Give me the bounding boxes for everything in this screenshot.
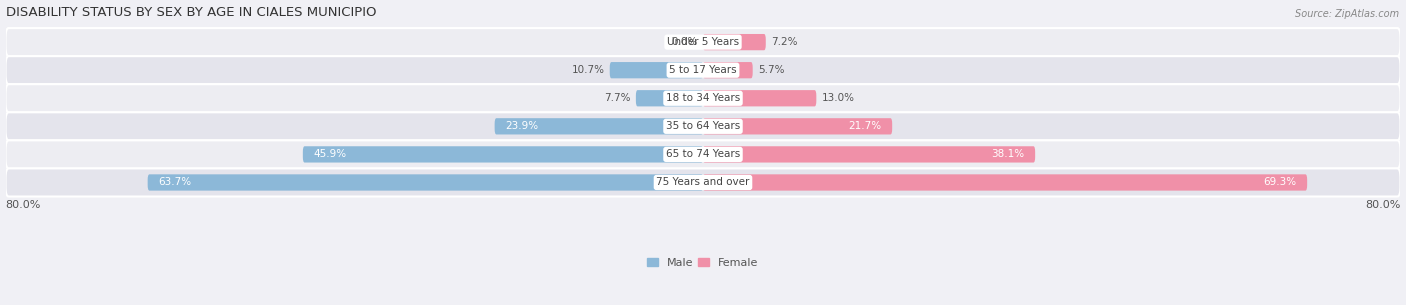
FancyBboxPatch shape [148, 174, 703, 191]
FancyBboxPatch shape [6, 56, 1400, 84]
FancyBboxPatch shape [6, 84, 1400, 112]
Text: 80.0%: 80.0% [1365, 200, 1400, 210]
Legend: Male, Female: Male, Female [643, 253, 763, 272]
FancyBboxPatch shape [703, 146, 1035, 163]
FancyBboxPatch shape [302, 146, 703, 163]
FancyBboxPatch shape [6, 140, 1400, 168]
Text: 5.7%: 5.7% [758, 65, 785, 75]
Text: 0.0%: 0.0% [672, 37, 697, 47]
FancyBboxPatch shape [703, 62, 752, 78]
Text: 5 to 17 Years: 5 to 17 Years [669, 65, 737, 75]
Text: 63.7%: 63.7% [157, 178, 191, 188]
Text: DISABILITY STATUS BY SEX BY AGE IN CIALES MUNICIPIO: DISABILITY STATUS BY SEX BY AGE IN CIALE… [6, 5, 375, 19]
FancyBboxPatch shape [703, 90, 817, 106]
Text: 10.7%: 10.7% [571, 65, 605, 75]
FancyBboxPatch shape [610, 62, 703, 78]
Text: 21.7%: 21.7% [849, 121, 882, 131]
Text: 69.3%: 69.3% [1264, 178, 1296, 188]
Text: 80.0%: 80.0% [6, 200, 41, 210]
FancyBboxPatch shape [703, 118, 893, 135]
FancyBboxPatch shape [6, 28, 1400, 56]
Text: 7.2%: 7.2% [770, 37, 797, 47]
FancyBboxPatch shape [6, 112, 1400, 140]
FancyBboxPatch shape [6, 168, 1400, 196]
Text: 45.9%: 45.9% [314, 149, 346, 160]
Text: 7.7%: 7.7% [605, 93, 631, 103]
Text: 18 to 34 Years: 18 to 34 Years [666, 93, 740, 103]
Text: 38.1%: 38.1% [991, 149, 1025, 160]
FancyBboxPatch shape [495, 118, 703, 135]
Text: 35 to 64 Years: 35 to 64 Years [666, 121, 740, 131]
Text: 65 to 74 Years: 65 to 74 Years [666, 149, 740, 160]
Text: 75 Years and over: 75 Years and over [657, 178, 749, 188]
FancyBboxPatch shape [636, 90, 703, 106]
Text: 13.0%: 13.0% [821, 93, 855, 103]
FancyBboxPatch shape [703, 34, 766, 50]
Text: Source: ZipAtlas.com: Source: ZipAtlas.com [1295, 9, 1399, 19]
Text: 23.9%: 23.9% [505, 121, 538, 131]
FancyBboxPatch shape [703, 174, 1308, 191]
Text: Under 5 Years: Under 5 Years [666, 37, 740, 47]
